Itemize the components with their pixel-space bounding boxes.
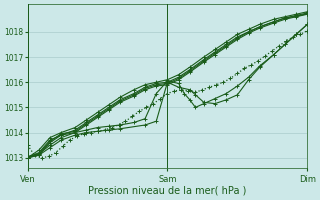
X-axis label: Pression niveau de la mer( hPa ): Pression niveau de la mer( hPa ) xyxy=(88,186,247,196)
